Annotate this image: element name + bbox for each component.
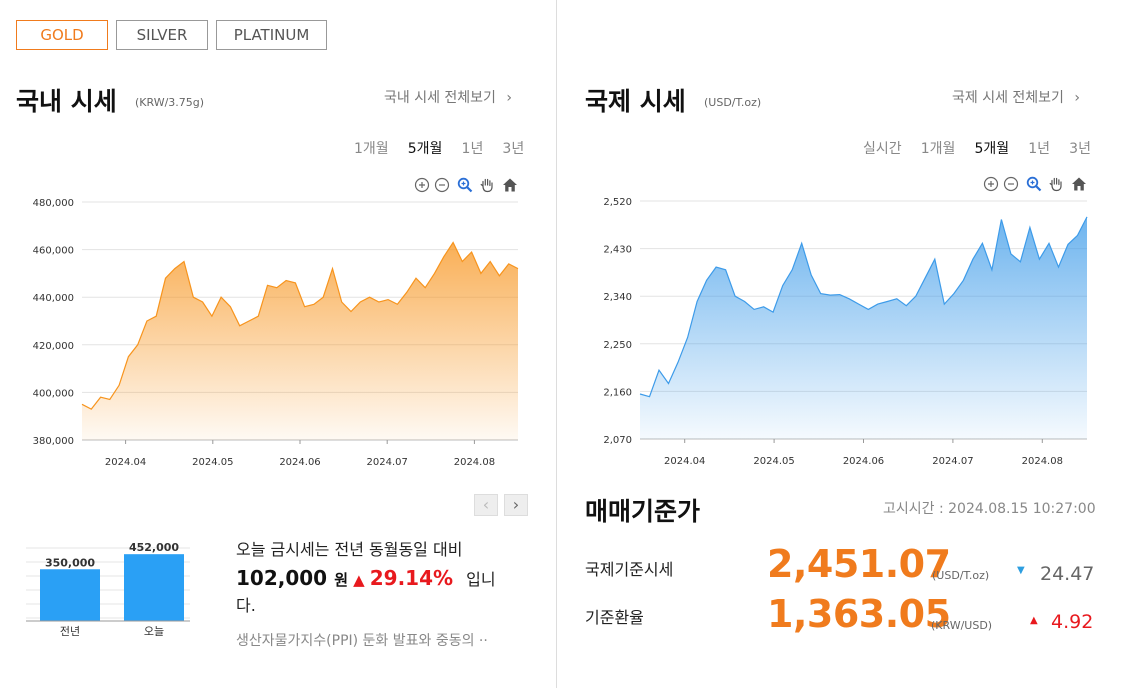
y-tick-label: 2,340 (603, 292, 632, 303)
y-tick-label: 2,520 (603, 197, 632, 208)
base-row-intl: 국제기준시세 2,451.07 (USD/T.oz) ▼ 24.47 (585, 542, 1097, 594)
y-tick-label: 2,250 (603, 340, 632, 351)
yoy-comparison: 오늘 금시세는 전년 동월동일 대비 102,000 원 ▲ 29.14% 입니… (236, 536, 526, 650)
y-tick-label: 480,000 (33, 198, 74, 209)
zoom-out-icon[interactable] (1003, 176, 1019, 192)
series-area (640, 216, 1087, 439)
series-line (81, 241, 519, 410)
x-tick-label: 2024.08 (1022, 456, 1063, 467)
x-tick-label: 2024.04 (664, 456, 705, 467)
period-1y[interactable]: 1년 (461, 141, 484, 157)
domestic-price-chart: 480,000 460,000 440,000 420,000 400,000 380,0… (33, 198, 519, 468)
period-1y[interactable]: 1년 (1028, 141, 1051, 157)
magnify-icon[interactable] (1026, 176, 1042, 192)
series-area (82, 242, 518, 440)
period-3y[interactable]: 3년 (1069, 141, 1091, 157)
chevron-left-icon: ‹ (482, 495, 490, 514)
bar-category-label: 전년 (60, 625, 80, 638)
international-price-chart: 2,520 2,430 2,340 2,250 2,160 2,070 2024.04 202… (603, 197, 1088, 467)
up-arrow-icon: ▲ (353, 571, 365, 589)
base-row-fx: 기준환율 1,363.05 (KRW/USD) ▲ 4.92 (585, 592, 1097, 644)
bar-value-label: 452,000 (129, 541, 179, 554)
y-tick-label: 420,000 (33, 341, 74, 352)
tab-platinum[interactable]: PLATINUM (216, 20, 327, 50)
international-more-link[interactable]: 국제 시세 전체보기 › (952, 87, 1080, 107)
base-row-change: 24.47 (1040, 563, 1095, 585)
period-realtime[interactable]: 실시간 (863, 141, 902, 157)
period-5m[interactable]: 5개월 (974, 141, 1010, 157)
x-tick-label: 2024.06 (843, 456, 884, 467)
base-row-label: 기준환율 (585, 608, 644, 627)
next-button[interactable]: › (504, 494, 528, 516)
down-arrow-icon: ▼ (1017, 565, 1025, 576)
base-row-unit: (USD/T.oz) (932, 569, 990, 582)
chevron-right-icon: › (506, 90, 513, 106)
bar (40, 569, 100, 621)
international-title: 국제 시세 (585, 87, 686, 116)
base-row-unit: (KRW/USD) (931, 619, 993, 632)
tab-silver[interactable]: SILVER (116, 20, 208, 50)
base-row-value: 1,363.05 (767, 592, 951, 636)
zoom-out-icon[interactable] (434, 177, 450, 193)
y-tick-label: 400,000 (33, 388, 74, 399)
international-more-label: 국제 시세 전체보기 (952, 90, 1064, 106)
chevron-right-icon: › (1074, 90, 1081, 106)
home-icon[interactable] (502, 177, 518, 193)
x-tick-label: 2024.07 (932, 456, 973, 467)
yoy-won: 원 (334, 571, 348, 589)
yoy-line3: 다. (236, 596, 256, 615)
x-tick-label: 2024.06 (279, 457, 320, 468)
domestic-title: 국내 시세 (16, 87, 117, 116)
period-5m[interactable]: 5개월 (407, 141, 443, 157)
base-row-change: 4.92 (1051, 611, 1094, 633)
pan-hand-icon[interactable] (1048, 176, 1064, 192)
base-price-title: 매매기준가 (585, 497, 701, 526)
home-icon[interactable] (1071, 176, 1087, 192)
period-1m[interactable]: 1개월 (920, 141, 956, 157)
zoom-in-icon[interactable] (414, 177, 430, 193)
bar (124, 554, 184, 621)
news-headline[interactable]: 생산자물가지수(PPI) 둔화 발표와 중동의 ·· (236, 633, 488, 649)
y-tick-label: 2,070 (603, 435, 632, 446)
x-tick-label: 2024.07 (367, 457, 408, 468)
domestic-unit: (KRW/3.75g) (135, 96, 205, 109)
period-1m[interactable]: 1개월 (354, 141, 389, 157)
zoom-in-icon[interactable] (983, 176, 999, 192)
yoy-suffix: 입니 (466, 570, 496, 589)
y-tick-label: 2,160 (603, 387, 632, 398)
pan-hand-icon[interactable] (479, 177, 495, 193)
yoy-pct: 29.14% (369, 566, 454, 590)
up-arrow-icon: ▲ (1030, 615, 1038, 626)
bar-category-label: 오늘 (144, 625, 164, 638)
yoy-diff: 102,000 (236, 566, 328, 590)
magnify-icon[interactable] (457, 177, 473, 193)
x-tick-label: 2024.05 (753, 456, 794, 467)
x-tick-label: 2024.04 (105, 457, 146, 468)
panel-divider (556, 0, 557, 688)
y-tick-label: 440,000 (33, 293, 74, 304)
notice-time: 고시시간 : 2024.08.15 10:27:00 (883, 501, 1096, 517)
chevron-right-icon: › (512, 495, 520, 514)
y-tick-label: 460,000 (33, 246, 74, 257)
base-row-value: 2,451.07 (767, 542, 951, 586)
period-3y[interactable]: 3년 (502, 141, 525, 157)
domestic-more-label: 국내 시세 전체보기 (384, 90, 496, 106)
international-unit: (USD/T.oz) (704, 96, 762, 109)
international-periods: 실시간 1개월 5개월 1년 3년 (863, 138, 1091, 158)
domestic-more-link[interactable]: 국내 시세 전체보기 › (384, 87, 512, 107)
domestic-periods: 1개월 5개월 1년 3년 (354, 138, 524, 158)
bar-value-label: 350,000 (45, 556, 95, 569)
x-tick-label: 2024.05 (192, 457, 233, 468)
yoy-bar-chart: 350,000 전년 452,000 오늘 (26, 541, 190, 638)
base-row-label: 국제기준시세 (585, 560, 674, 579)
yoy-line1: 오늘 금시세는 전년 동월동일 대비 (236, 540, 463, 559)
tab-gold[interactable]: GOLD (16, 20, 108, 50)
y-tick-label: 2,430 (603, 245, 632, 256)
x-tick-label: 2024.08 (454, 457, 495, 468)
y-tick-label: 380,000 (33, 436, 74, 447)
prev-button[interactable]: ‹ (474, 494, 498, 516)
series-line (639, 216, 1088, 398)
yoy-line2: 102,000 원 ▲ 29.14% 입니 (236, 566, 526, 590)
